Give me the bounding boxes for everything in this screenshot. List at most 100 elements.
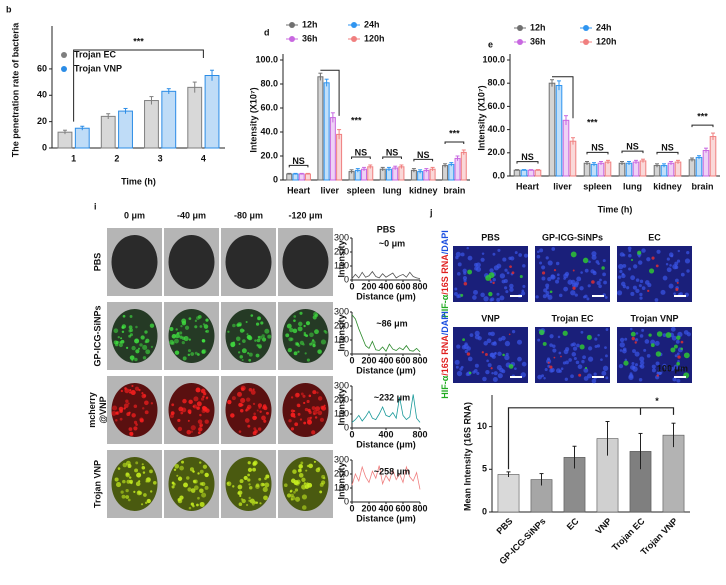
bar (555, 85, 563, 177)
bar (639, 160, 647, 177)
nucleus (665, 262, 669, 266)
fluorescence (262, 486, 268, 493)
nucleus (464, 349, 468, 354)
fluorescence (129, 432, 134, 436)
y-tick-label: 300 (334, 454, 349, 464)
annotation: ~232 μm (374, 392, 410, 402)
nucleus (489, 280, 493, 284)
fluorescence (128, 476, 132, 479)
fluorescence (134, 357, 138, 362)
fluorescence (125, 472, 130, 478)
nucleus (598, 284, 602, 289)
fluorescence (254, 339, 257, 342)
nucleus (646, 257, 651, 262)
stain-part: HIF-α (440, 375, 450, 398)
x-axis-label: Distance (μm) (356, 365, 416, 375)
fluorescence (315, 467, 321, 473)
nucleus (579, 286, 584, 291)
nucleus (537, 338, 541, 342)
nucleus (469, 333, 474, 338)
fluorescence (252, 402, 256, 406)
nucleus (467, 356, 473, 362)
fluorescence (297, 412, 301, 416)
nucleus (572, 346, 578, 351)
nucleus (619, 337, 625, 343)
rna-signal (481, 351, 484, 354)
fluorescence (196, 406, 200, 410)
fluorescence (257, 427, 262, 431)
x-axis-label: Distance (μm) (356, 513, 416, 523)
y-tick-label: 20.0 (260, 150, 278, 160)
fluorescence (294, 482, 297, 485)
fluorescence (253, 427, 257, 431)
fluorescence (177, 476, 183, 481)
hif-signal (467, 269, 473, 275)
nucleus (644, 280, 650, 285)
fluorescence (297, 321, 303, 327)
scale-label: 100 μm (657, 363, 688, 373)
fluorescence (187, 419, 190, 422)
hif-signal (683, 352, 690, 359)
hif-signal (637, 250, 642, 255)
fluorescence (317, 396, 323, 401)
fluorescence (299, 418, 303, 421)
fluorescence (286, 323, 292, 329)
row-label: mcherry (87, 392, 97, 428)
rna-signal (489, 279, 492, 281)
fluorescence (150, 345, 154, 349)
legend-label: 12h (530, 22, 546, 32)
fluorescence (320, 405, 324, 410)
fluorescence (293, 491, 296, 494)
image-label: VNP (481, 313, 500, 323)
y-tick-label: 0.0 (492, 170, 505, 180)
rna-signal (492, 281, 495, 285)
nucleus (676, 259, 681, 263)
nucleus (643, 348, 647, 352)
x-tick-label: 400 (378, 503, 393, 513)
nucleus (660, 289, 666, 295)
x-tick-label: 400 (378, 429, 393, 439)
nucleus (580, 330, 584, 334)
y-tick-label: 40 (37, 90, 47, 100)
fluorescence (171, 334, 177, 339)
nucleus (535, 295, 539, 299)
fluorescence (241, 498, 246, 504)
fluorescence (323, 404, 326, 407)
hif-signal (460, 293, 464, 297)
fluorescence (115, 411, 120, 415)
nucleus (618, 364, 624, 369)
nucleus (539, 248, 544, 253)
nucleus (627, 246, 632, 251)
fluorescence (145, 501, 148, 505)
fluorescence (133, 420, 138, 424)
nucleus (628, 249, 632, 253)
fluorescence (141, 463, 144, 466)
rna-signal (675, 287, 679, 292)
nucleus (496, 365, 502, 371)
nucleus (586, 297, 590, 301)
fluorescence (118, 342, 123, 348)
fluorescence (242, 339, 246, 343)
rna-signal (677, 355, 681, 359)
x-tick-label: 2 (114, 153, 119, 163)
nucleus (551, 247, 556, 251)
fluorescence (247, 424, 251, 428)
bar (329, 117, 336, 181)
x-tick-label: brain (691, 181, 713, 191)
rna-signal (553, 269, 557, 272)
rna-signal (656, 374, 659, 377)
fluorescence (311, 340, 316, 345)
fluorescence (169, 413, 174, 419)
fluorescence (230, 342, 235, 348)
fluorescence (199, 325, 203, 328)
fluorescence (283, 483, 288, 488)
bar (497, 474, 520, 513)
fluorescence (294, 422, 299, 427)
fluorescence (177, 426, 183, 432)
bar (323, 82, 330, 181)
nucleus (506, 271, 510, 275)
nucleus (592, 271, 597, 276)
fluorescence (144, 400, 149, 406)
nucleus (593, 372, 597, 376)
fluorescence (257, 316, 261, 321)
